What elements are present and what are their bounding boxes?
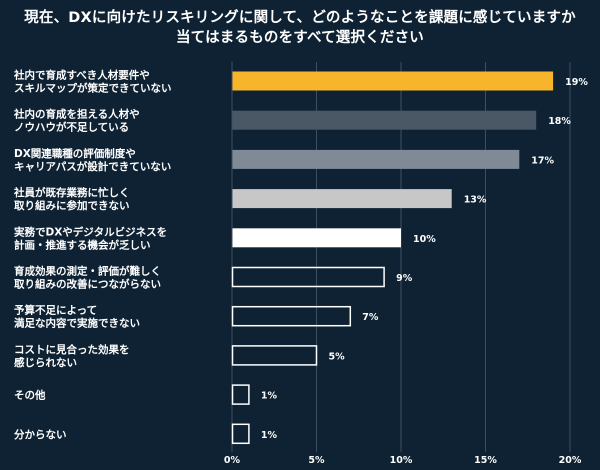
bar-5	[231, 266, 385, 288]
value-label-5: 9%	[396, 273, 413, 284]
x-tick-labels: 0% 5% 10% 15% 20%	[224, 455, 582, 466]
bars	[231, 71, 554, 445]
value-labels: 19% 18% 17% 13% 10% 9% 7% 5% 1% 1%	[261, 77, 588, 441]
category-label-8: その他	[14, 389, 46, 402]
value-label-8: 1%	[261, 391, 278, 402]
category-label-3: 社員が既存業務に忙しく取り組みに参加できない	[13, 186, 130, 212]
category-label-1: 社内の育成を担える人材やノウハウが不足している	[13, 108, 140, 134]
bar-4	[232, 228, 401, 248]
x-tick-label-10: 10%	[390, 455, 413, 466]
value-label-7: 5%	[329, 351, 346, 362]
value-label-1: 18%	[548, 116, 571, 127]
category-label-5: 育成効果の測定・評価が難しく取り組みの改善につながらない	[14, 265, 161, 291]
value-label-2: 17%	[531, 155, 554, 166]
bar-7	[231, 345, 318, 366]
category-label-0: 社内で育成すべき人材要件やスキルマップが策定できていない	[13, 69, 172, 95]
x-tick-label-20: 20%	[559, 455, 582, 466]
x-tick-label-5: 5%	[308, 455, 325, 466]
value-label-4: 10%	[413, 234, 436, 245]
value-label-6: 7%	[362, 312, 379, 323]
category-label-7: コストに見合った効果を感じられない	[14, 343, 130, 369]
x-tick-label-0: 0%	[224, 455, 241, 466]
category-label-4: 実務でDXやデジタルビジネスを計画・推進する機会が乏しい	[14, 225, 167, 251]
bar-6	[231, 305, 352, 327]
bar-3	[232, 189, 452, 209]
value-label-9: 1%	[261, 430, 278, 441]
category-labels: 社内で育成すべき人材要件やスキルマップが策定できていない社内の育成を担える人材や…	[13, 69, 172, 441]
bar-9	[231, 423, 250, 445]
bar-0	[232, 71, 554, 91]
category-label-6: 予算不足によって満足な内容で実施できない	[14, 304, 140, 330]
x-tick-label-15: 15%	[474, 455, 497, 466]
bar-8	[231, 384, 250, 405]
category-label-9: 分からない	[14, 428, 67, 441]
bar-2	[232, 149, 520, 169]
bar-1	[232, 110, 537, 130]
category-label-2: DX関連職種の評価制度やキャリアパスが設計できていない	[14, 147, 171, 173]
chart-title-line2: 当てはまるものをすべて選択ください	[175, 30, 424, 46]
chart-title: 現在、DXに向けたリスキリングに関して、どのようなことを課題に感じていますか 当…	[0, 8, 600, 48]
value-label-3: 13%	[464, 195, 487, 206]
value-label-0: 19%	[565, 77, 588, 88]
chart-title-line1: 現在、DXに向けたリスキリングに関して、どのようなことを課題に感じていますか	[24, 10, 576, 26]
